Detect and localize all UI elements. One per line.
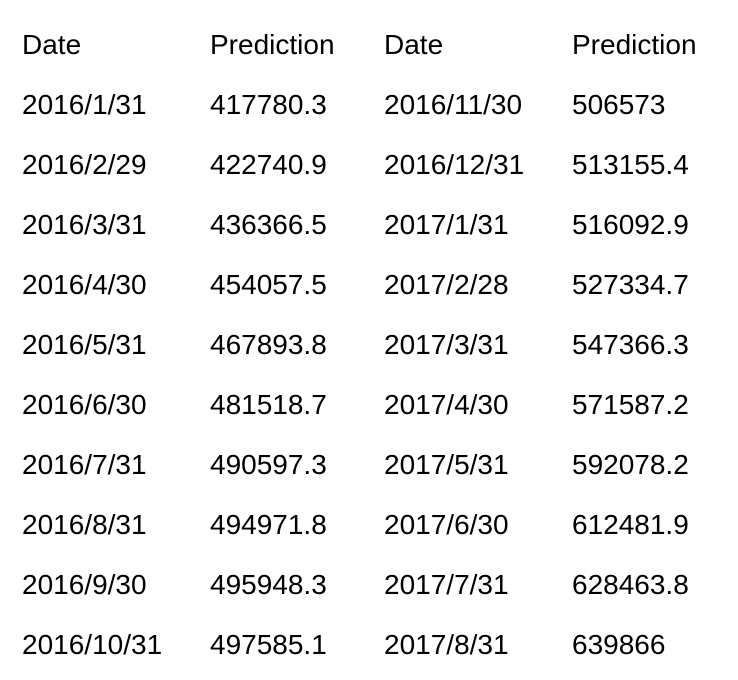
prediction-cell: 628463.8: [572, 569, 689, 600]
date-cell: 2016/5/31: [22, 329, 147, 360]
prediction-cell: 417780.3: [210, 89, 327, 120]
date-cell: 2016/9/30: [22, 569, 147, 600]
prediction-cell: 612481.9: [572, 509, 689, 540]
date-cell: 2016/4/30: [22, 269, 147, 300]
prediction-cell: 467893.8: [210, 329, 327, 360]
header-prediction-right: Prediction: [572, 29, 697, 60]
table-row: 2016/3/31 436366.5 2017/1/31 516092.9: [0, 195, 738, 255]
date-cell: 2016/6/30: [22, 389, 147, 420]
prediction-cell: 513155.4: [572, 149, 689, 180]
date-cell: 2016/12/31: [384, 149, 525, 180]
prediction-cell: 592078.2: [572, 449, 689, 480]
date-cell: 2017/8/31: [384, 629, 509, 660]
table-row: 2016/2/29 422740.9 2016/12/31 513155.4: [0, 135, 738, 195]
date-cell: 2017/1/31: [384, 209, 509, 240]
date-cell: 2017/2/28: [384, 269, 509, 300]
table-row: 2016/10/31 497585.1 2017/8/31 639866: [0, 615, 738, 675]
table-row: 2016/6/30 481518.7 2017/4/30 571587.2: [0, 375, 738, 435]
prediction-cell: 494971.8: [210, 509, 327, 540]
prediction-cell: 422740.9: [210, 149, 327, 180]
date-cell: 2017/7/31: [384, 569, 509, 600]
prediction-cell: 506573: [572, 89, 666, 120]
table-row: 2016/9/30 495948.3 2017/7/31 628463.8: [0, 555, 738, 615]
date-cell: 2016/2/29: [22, 149, 147, 180]
prediction-cell: 571587.2: [572, 389, 689, 420]
prediction-cell: 547366.3: [572, 329, 689, 360]
prediction-cell: 527334.7: [572, 269, 689, 300]
prediction-cell: 497585.1: [210, 629, 327, 660]
table-row: 2016/5/31 467893.8 2017/3/31 547366.3: [0, 315, 738, 375]
date-cell: 2016/7/31: [22, 449, 147, 480]
header-prediction-left: Prediction: [210, 29, 335, 60]
prediction-cell: 454057.5: [210, 269, 327, 300]
header-date-left: Date: [22, 29, 82, 60]
prediction-cell: 481518.7: [210, 389, 327, 420]
prediction-cell: 639866: [572, 629, 666, 660]
prediction-cell: 436366.5: [210, 209, 327, 240]
date-cell: 2016/1/31: [22, 89, 147, 120]
prediction-cell: 495948.3: [210, 569, 327, 600]
table-row: 2016/7/31 490597.3 2017/5/31 592078.2: [0, 435, 738, 495]
prediction-cell: 516092.9: [572, 209, 689, 240]
date-cell: 2016/10/31: [22, 629, 163, 660]
table-row: 2016/4/30 454057.5 2017/2/28 527334.7: [0, 255, 738, 315]
date-cell: 2017/5/31: [384, 449, 509, 480]
table-header-row: Date Prediction Date Prediction: [0, 15, 738, 75]
date-cell: 2016/11/30: [384, 89, 523, 120]
date-cell: 2016/8/31: [22, 509, 147, 540]
table-row: 2016/8/31 494971.8 2017/6/30 612481.9: [0, 495, 738, 555]
prediction-cell: 490597.3: [210, 449, 327, 480]
table-row: 2016/1/31 417780.3 2016/11/30 506573: [0, 75, 738, 135]
date-cell: 2016/3/31: [22, 209, 147, 240]
date-cell: 2017/6/30: [384, 509, 509, 540]
date-cell: 2017/4/30: [384, 389, 509, 420]
date-cell: 2017/3/31: [384, 329, 509, 360]
header-date-right: Date: [384, 29, 444, 60]
